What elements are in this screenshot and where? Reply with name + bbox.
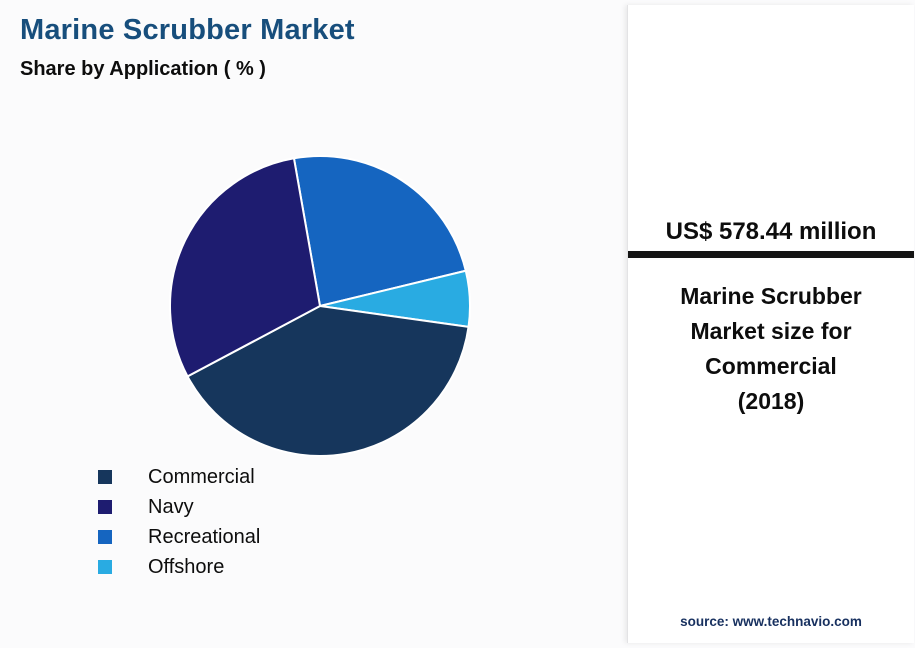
legend-label: Offshore [148,555,225,578]
legend-label: Navy [148,495,194,518]
legend-label: Recreational [148,525,261,548]
stat-label: Marine Scrubber Market size for Commerci… [680,283,862,414]
legend-label: Commercial [148,465,255,488]
legend-swatch-navy [98,500,112,514]
legend-item-recreational: Recreational [98,522,260,552]
legend-swatch-commercial [98,470,112,484]
pie-chart [160,146,480,466]
legend-swatch-offshore [98,560,112,574]
pie-slice-commercial [186,304,470,457]
page-subtitle: Share by Application ( % ) [20,58,266,80]
stat-value: US$ 578.44 million [665,218,877,245]
legend: Commercial Navy Recreational Offshore [98,462,260,582]
divider-bar [628,251,914,258]
source-text: source: www.technavio.com [680,614,862,629]
pie-chart-svg [169,155,471,457]
side-panel: US$ 578.44 million Marine Scrubber Marke… [627,5,914,643]
legend-swatch-recreational [98,530,112,544]
legend-item-navy: Navy [98,492,260,522]
page-title: Marine Scrubber Market [20,14,355,46]
pie-slice-navy [169,157,322,378]
legend-item-commercial: Commercial [98,462,260,492]
pie-slice-recreational [292,155,467,308]
chart-area: Marine Scrubber Market Share by Applicat… [20,14,480,582]
legend-item-offshore: Offshore [98,552,260,582]
